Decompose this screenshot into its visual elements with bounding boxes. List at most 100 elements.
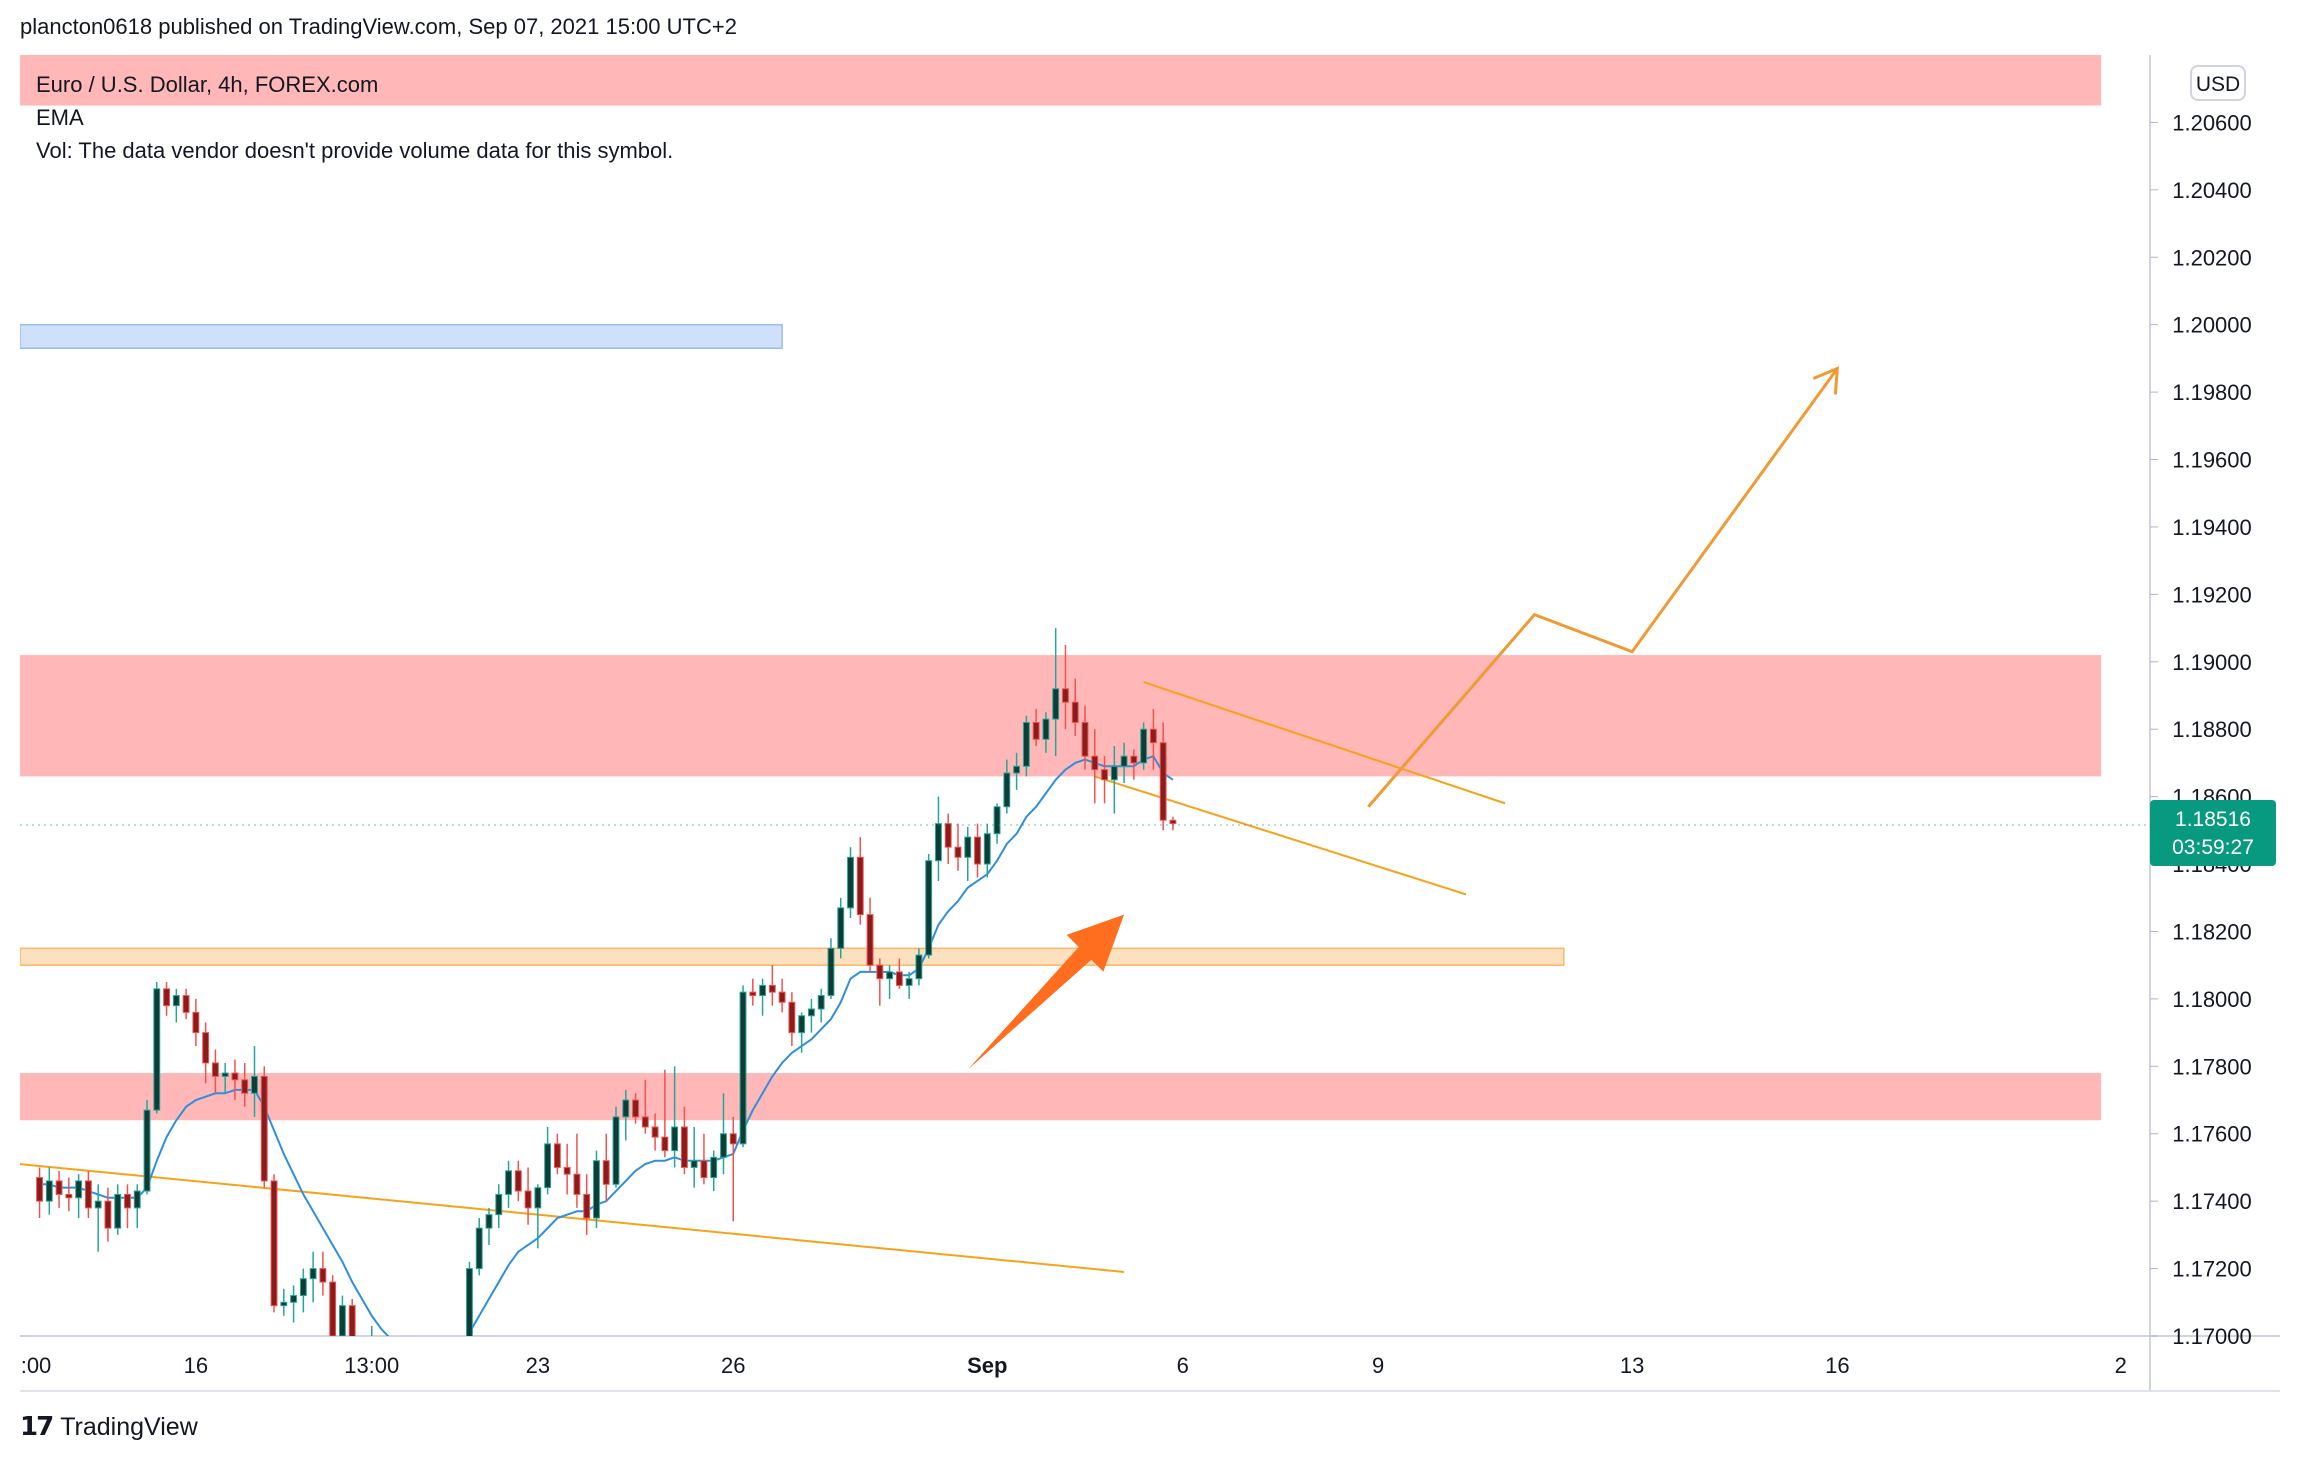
candle bbox=[905, 971, 913, 999]
candle bbox=[534, 1184, 542, 1249]
candle bbox=[573, 1133, 581, 1208]
candle-body bbox=[75, 1180, 83, 1199]
candle-body bbox=[544, 1143, 552, 1189]
candle bbox=[583, 1174, 591, 1235]
y-tick-label: 1.19200 bbox=[2172, 582, 2252, 607]
candle bbox=[447, 1336, 453, 1363]
candle bbox=[143, 1100, 151, 1195]
candle bbox=[553, 1133, 561, 1175]
candle-body bbox=[710, 1156, 718, 1179]
candle-body bbox=[759, 984, 767, 997]
candle-body bbox=[622, 1099, 630, 1118]
candle-body bbox=[700, 1160, 708, 1179]
candle bbox=[1091, 729, 1099, 804]
candle-body bbox=[983, 833, 991, 865]
candle bbox=[241, 1062, 249, 1107]
legend-ema[interactable]: EMA bbox=[36, 105, 84, 130]
candle-body bbox=[632, 1099, 639, 1118]
candle bbox=[172, 988, 180, 1023]
candle bbox=[895, 958, 903, 989]
candle-body bbox=[270, 1180, 278, 1307]
candle bbox=[270, 1174, 278, 1313]
candle bbox=[1140, 722, 1148, 770]
candle bbox=[1110, 746, 1118, 814]
candle bbox=[651, 1113, 659, 1151]
candle bbox=[700, 1133, 708, 1185]
y-tick-label: 1.17400 bbox=[2172, 1189, 2252, 1214]
candle bbox=[964, 826, 972, 881]
candle-body bbox=[466, 1268, 473, 1336]
candle-body bbox=[104, 1200, 112, 1229]
y-tick-label: 1.17600 bbox=[2172, 1122, 2252, 1147]
candle bbox=[915, 948, 923, 986]
candle bbox=[954, 823, 962, 871]
candle bbox=[817, 988, 825, 1023]
candle bbox=[856, 837, 864, 925]
candle-body bbox=[612, 1116, 620, 1185]
candle bbox=[514, 1160, 522, 1202]
candle bbox=[1022, 715, 1030, 777]
x-tick-label: :00 bbox=[21, 1353, 52, 1378]
momentum-arrow bbox=[967, 914, 1125, 1070]
candle bbox=[505, 1160, 512, 1208]
candle-body bbox=[1032, 721, 1040, 740]
candle-body bbox=[1110, 765, 1118, 781]
candle-body bbox=[993, 806, 1001, 835]
candle-body bbox=[641, 1116, 649, 1128]
candle-body bbox=[55, 1180, 63, 1195]
candle-body bbox=[84, 1180, 92, 1209]
candle-body bbox=[651, 1126, 659, 1138]
candle-body bbox=[602, 1160, 610, 1185]
legend-symbol[interactable]: Euro / U.S. Dollar, 4h, FOREX.com bbox=[36, 72, 379, 97]
candle bbox=[1052, 628, 1060, 757]
candle-body bbox=[817, 995, 825, 1010]
candle bbox=[827, 938, 835, 999]
candle bbox=[457, 1336, 463, 1376]
candle bbox=[124, 1184, 131, 1229]
candle bbox=[309, 1251, 317, 1303]
candle bbox=[45, 1167, 53, 1215]
x-tick-label: Sep bbox=[967, 1353, 1007, 1378]
candle-body bbox=[944, 823, 952, 848]
projection-path bbox=[1367, 367, 1839, 808]
candle-body bbox=[172, 995, 180, 1007]
candle-body bbox=[241, 1079, 249, 1094]
candle-body bbox=[182, 995, 190, 1013]
candle bbox=[661, 1069, 669, 1158]
candle-body bbox=[1022, 721, 1030, 767]
bar-countdown: 03:59:27 bbox=[2172, 836, 2254, 859]
y-tick-label: 1.18800 bbox=[2172, 717, 2252, 742]
candle-body bbox=[202, 1032, 210, 1064]
candle bbox=[925, 853, 933, 959]
candle bbox=[622, 1089, 630, 1141]
candle-body bbox=[65, 1193, 73, 1199]
candle bbox=[475, 1218, 483, 1276]
candle bbox=[133, 1184, 141, 1229]
candle bbox=[182, 988, 190, 1020]
x-tick-label: 23 bbox=[526, 1353, 550, 1378]
y-tick-label: 1.17200 bbox=[2172, 1257, 2252, 1282]
candle-body bbox=[280, 1301, 288, 1307]
candle bbox=[94, 1184, 102, 1252]
candle bbox=[1120, 742, 1128, 784]
candle bbox=[993, 803, 1001, 844]
candle bbox=[974, 823, 981, 878]
candle bbox=[299, 1268, 307, 1313]
candle-body bbox=[935, 823, 942, 862]
tradingview-logo[interactable]: 17 TradingView bbox=[20, 1412, 198, 1442]
candle-body bbox=[895, 971, 903, 986]
candle bbox=[983, 823, 991, 878]
candle bbox=[778, 978, 786, 1013]
currency-button[interactable]: USD bbox=[2190, 65, 2246, 101]
candle bbox=[231, 1059, 239, 1101]
candle-body bbox=[427, 1376, 433, 1400]
candle-body bbox=[153, 988, 161, 1111]
candle bbox=[671, 1066, 679, 1168]
candle bbox=[1081, 705, 1089, 770]
candle-body bbox=[1042, 718, 1050, 740]
candle-body bbox=[905, 978, 913, 986]
candle-body bbox=[309, 1268, 317, 1280]
candle bbox=[251, 1046, 258, 1117]
candle bbox=[729, 1116, 737, 1222]
